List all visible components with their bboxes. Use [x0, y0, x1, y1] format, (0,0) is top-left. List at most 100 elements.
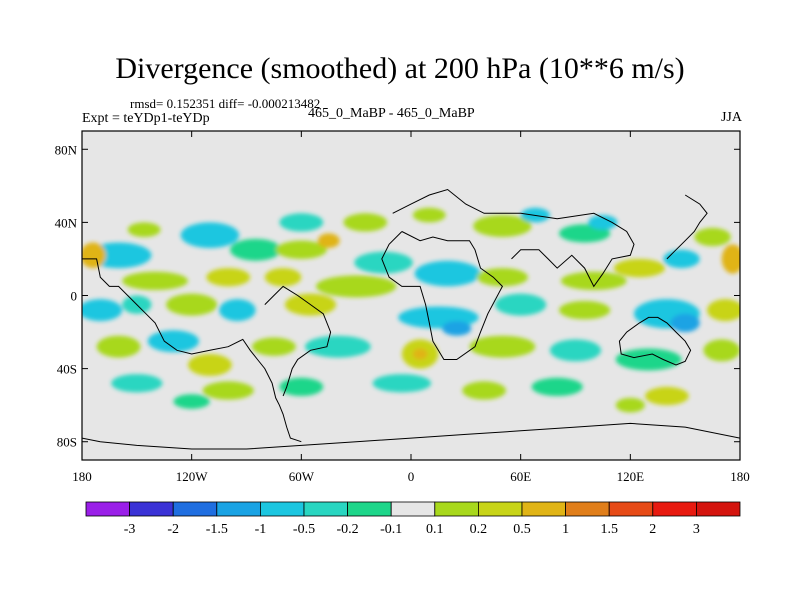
- contour-region: [275, 240, 327, 259]
- x-tick-label: 60E: [510, 469, 531, 484]
- coastline: [82, 258, 302, 443]
- colorbar-swatch: [85, 501, 130, 517]
- contour-region: [615, 397, 645, 413]
- chart-title: Divergence (smoothed) at 200 hPa (10**6 …: [115, 52, 685, 85]
- contour-region: [670, 313, 700, 333]
- colorbar-swatch: [172, 501, 218, 517]
- x-tick-label: 180: [72, 469, 92, 484]
- contour-region: [644, 386, 689, 406]
- x-tick-label: 0: [408, 469, 415, 484]
- contour-region: [615, 348, 682, 371]
- colorbar-label: -0.2: [337, 522, 359, 537]
- contour-region: [180, 222, 240, 248]
- y-tick-label: 40N: [55, 215, 78, 230]
- colorbar-label: 0.1: [426, 522, 444, 537]
- colorbar-swatch: [216, 501, 261, 517]
- colorbar-label: 1: [562, 522, 569, 537]
- colorbar-swatch: [303, 501, 348, 517]
- colorbar-swatch: [608, 501, 654, 517]
- x-tick-label: 120W: [176, 469, 209, 484]
- colorbar-swatch: [129, 501, 174, 517]
- contour-region: [82, 242, 106, 269]
- colorbar-swatch: [521, 501, 566, 517]
- coastline-layer: [82, 188, 740, 450]
- contour-region: [219, 299, 256, 322]
- colorbar-swatch: [652, 501, 697, 517]
- contour-region: [469, 335, 536, 358]
- coastline: [666, 194, 708, 260]
- contour-region: [495, 293, 547, 316]
- contour-region: [343, 213, 388, 232]
- colorbar-swatch: [565, 501, 610, 517]
- contour-region: [613, 258, 666, 278]
- colorbar-swatch: [390, 501, 436, 517]
- contour-region: [111, 374, 163, 393]
- colorbar-swatch: [259, 501, 305, 517]
- y-tick-label: 80S: [57, 435, 77, 450]
- experiment-label: Expt = teYDp1-teYDp: [82, 111, 210, 126]
- x-tick-label: 120E: [617, 469, 645, 484]
- contour-region: [462, 381, 507, 400]
- contour-region: [560, 271, 627, 291]
- center-label: 465_0_MaBP - 465_0_MaBP: [308, 106, 475, 121]
- contour-region: [549, 339, 602, 362]
- contour-region: [707, 299, 740, 322]
- contour-region: [147, 330, 199, 353]
- contour-region: [304, 335, 371, 358]
- contour-region: [127, 222, 161, 238]
- contour-region: [412, 207, 446, 223]
- contour-region: [230, 238, 282, 261]
- coastline: [381, 231, 504, 360]
- contour-region: [315, 275, 397, 298]
- contour-region: [202, 381, 254, 400]
- contour-region: [414, 260, 481, 287]
- contour-region: [694, 227, 731, 247]
- contour-region: [372, 374, 432, 393]
- colorbar-label: -2: [167, 522, 179, 537]
- colorbar-swatch: [477, 501, 523, 517]
- colorbar-swatch: [434, 501, 479, 517]
- contour-region: [96, 335, 141, 358]
- colorbar-label: 1.5: [600, 522, 618, 537]
- x-tick-label: 180: [730, 469, 750, 484]
- coastline: [392, 188, 635, 288]
- contour-region: [531, 377, 583, 397]
- contour-region: [588, 215, 618, 230]
- y-tick-label: 80N: [55, 142, 78, 157]
- contour-fill-layer: [82, 207, 740, 413]
- contour-region: [412, 348, 428, 360]
- contour-region: [173, 394, 210, 409]
- colorbar-swatch: [696, 501, 741, 517]
- contour-region: [122, 271, 189, 291]
- colorbar: -3 -2 -1.5 -1 -0.5 -0.2 -0.1 0.1 0.2 0.5 1 1.5 2 3: [85, 501, 741, 537]
- coastline: [264, 285, 332, 397]
- contour-region: [206, 268, 251, 287]
- colorbar-label: 2: [649, 522, 656, 537]
- colorbar-swatch: [347, 501, 392, 517]
- x-tick-label: 60W: [289, 469, 315, 484]
- contour-region: [82, 299, 123, 322]
- axis-ticks: 180 120W 60W 0 60E 120E 180 80N 40N 0 40S 80S: [55, 131, 750, 484]
- season-label: JJA: [720, 110, 742, 125]
- contour-region: [166, 293, 218, 316]
- colorbar-label: 0.2: [470, 522, 488, 537]
- colorbar-label: -3: [124, 522, 136, 537]
- y-tick-label: 40S: [57, 362, 77, 377]
- contour-region: [442, 321, 472, 336]
- contour-region: [264, 268, 302, 287]
- colorbar-label: 3: [693, 522, 700, 537]
- contour-region: [663, 249, 700, 269]
- contour-region: [559, 300, 611, 320]
- contour-region: [279, 213, 324, 232]
- contour-region: [188, 353, 232, 376]
- coastline: [82, 422, 740, 450]
- colorbar-label: -0.1: [380, 522, 402, 537]
- contour-region: [279, 377, 324, 397]
- contour-region: [703, 339, 740, 362]
- colorbar-label: -1.5: [206, 522, 228, 537]
- colorbar-label: 0.5: [513, 522, 531, 537]
- contour-region: [473, 215, 532, 238]
- coastline: [618, 316, 692, 366]
- stats-text: rmsd= 0.152351 diff= -0.000213482: [130, 96, 321, 111]
